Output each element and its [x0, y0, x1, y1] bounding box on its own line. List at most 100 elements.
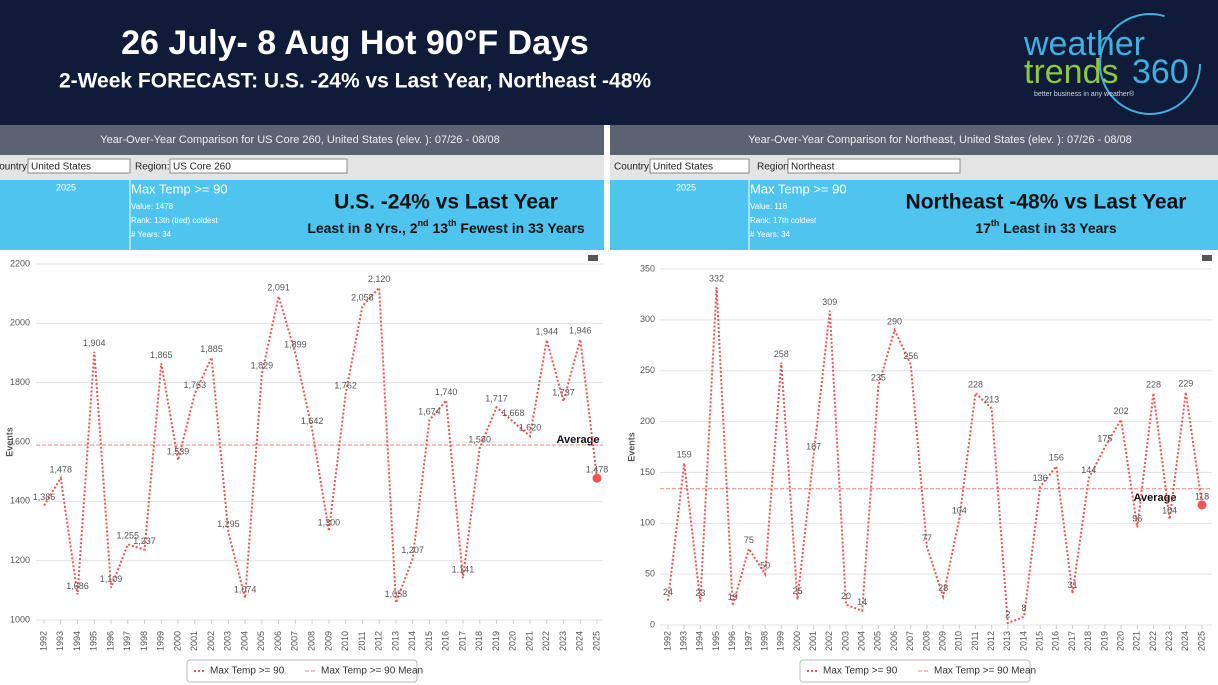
y-tick-label: 150	[640, 467, 655, 477]
data-label: 1,885	[200, 344, 223, 354]
data-label: 1,255	[117, 531, 140, 541]
data-label: 1,580	[468, 434, 491, 444]
x-tick-label: 2024	[575, 631, 585, 651]
comparison-text: Year-Over-Year Comparison for Northeast,…	[748, 134, 1132, 146]
x-tick-label: 2004	[239, 631, 249, 651]
x-tick-label: 2023	[1164, 631, 1174, 651]
x-tick-label: 2007	[290, 631, 300, 651]
y-tick-label: 1400	[10, 496, 30, 506]
info-value: Value: 118	[750, 202, 788, 211]
data-label: 1,058	[385, 589, 408, 599]
data-label: 75	[744, 535, 754, 545]
x-tick-label: 2016	[1051, 631, 1061, 651]
data-label: 1,295	[217, 519, 240, 529]
subline-part: 13	[429, 220, 449, 236]
logo-word: trends	[1024, 53, 1119, 91]
data-label: 118	[1195, 491, 1209, 501]
data-label: 258	[774, 349, 789, 359]
data-label: 20	[841, 591, 851, 601]
x-tick-label: 2008	[921, 631, 931, 651]
x-tick-label: 1994	[72, 631, 82, 651]
x-tick-label: 2021	[524, 631, 534, 651]
region-value: Northeast	[791, 162, 835, 173]
x-tick-label: 2022	[541, 631, 551, 651]
x-tick-label: 2010	[954, 631, 964, 651]
x-tick-label: 1997	[122, 631, 132, 651]
legend-label: Max Temp >= 90 Mean	[321, 666, 423, 677]
legend-label: Max Temp >= 90 Mean	[934, 666, 1036, 677]
info-band	[610, 180, 1218, 250]
data-label: 1,899	[284, 340, 307, 350]
data-label: 2,091	[267, 283, 290, 293]
x-tick-label: 2022	[1148, 631, 1158, 651]
subline: Least in 8 Yrs., 2nd 13th Fewest in 33 Y…	[307, 218, 585, 235]
x-tick-label: 1992	[662, 631, 672, 651]
region-select[interactable]	[169, 158, 348, 174]
data-label: 1,763	[184, 380, 207, 390]
x-tick-label: 1998	[759, 631, 769, 651]
data-label: 1,865	[150, 350, 173, 360]
x-tick-label: 2019	[1099, 631, 1109, 651]
data-label: 1,386	[33, 492, 56, 502]
header-band	[0, 0, 1218, 125]
data-label: 332	[709, 274, 724, 284]
x-tick-label: 1998	[139, 631, 149, 651]
x-tick-label: 2012	[374, 631, 384, 651]
data-label: 1,674	[418, 406, 441, 416]
comparison-bar	[0, 125, 604, 155]
subline: 17th Least in 33 Years	[975, 218, 1117, 235]
data-label: 14	[857, 597, 867, 607]
data-label: 1,300	[318, 517, 341, 527]
logo-ring	[1099, 13, 1201, 115]
y-tick-label: 2000	[10, 318, 30, 328]
x-tick-label: 2000	[792, 631, 802, 651]
x-tick-label: 2010	[340, 631, 350, 651]
x-tick-label: 1995	[89, 631, 99, 651]
y-tick-label: 50	[645, 569, 655, 579]
data-label: 1,717	[485, 394, 508, 404]
info-rank: Rank: 17th coldest	[750, 216, 817, 225]
x-tick-label: 2001	[189, 631, 199, 651]
data-label: 290	[887, 316, 902, 326]
data-label: 25	[792, 586, 802, 596]
x-tick-label: 1994	[695, 631, 705, 651]
y-axis-label: Events	[4, 427, 14, 457]
data-label: 96	[1132, 514, 1142, 524]
data-label: 1,109	[100, 574, 123, 584]
x-tick-label: 1996	[727, 631, 737, 651]
country-label: Country:	[614, 162, 652, 173]
country-select[interactable]	[27, 158, 131, 174]
x-tick-label: 2017	[1067, 631, 1077, 651]
x-tick-label: 2013	[1002, 631, 1012, 651]
data-label: 1,539	[167, 446, 190, 456]
subline-part: Least in 33 Years	[999, 220, 1116, 236]
region-label: Region:	[757, 162, 791, 173]
subtitle: 2-Week FORECAST: U.S. -24% vs Last Year,…	[59, 70, 651, 93]
data-label: 235	[871, 372, 886, 382]
region-select[interactable]	[787, 158, 961, 174]
data-label: 228	[1146, 379, 1161, 389]
data-label: 1,904	[83, 338, 106, 348]
data-label: 1,478	[586, 465, 609, 475]
info-metric: Max Temp >= 90	[131, 181, 228, 196]
x-tick-label: 1993	[679, 631, 689, 651]
data-label: 2	[1005, 609, 1010, 619]
subline-part: 17	[975, 220, 991, 236]
data-label: 1,944	[535, 326, 558, 336]
x-tick-label: 2020	[1115, 631, 1125, 651]
x-tick-label: 1995	[711, 631, 721, 651]
data-label: 228	[968, 379, 983, 389]
country-value: United States	[653, 162, 713, 173]
x-tick-label: 2013	[390, 631, 400, 651]
data-label: 1,668	[502, 408, 525, 418]
info-band	[0, 180, 604, 250]
y-tick-label: 1600	[10, 436, 30, 446]
logo-word: weather	[1023, 25, 1145, 63]
subline-part: nd	[418, 218, 429, 228]
x-tick-label: 2012	[986, 631, 996, 651]
x-tick-label: 2025	[591, 631, 601, 651]
country-select[interactable]	[649, 158, 750, 174]
data-line	[667, 287, 1203, 625]
legend-box	[799, 659, 1031, 683]
data-label: 136	[1033, 473, 1048, 483]
